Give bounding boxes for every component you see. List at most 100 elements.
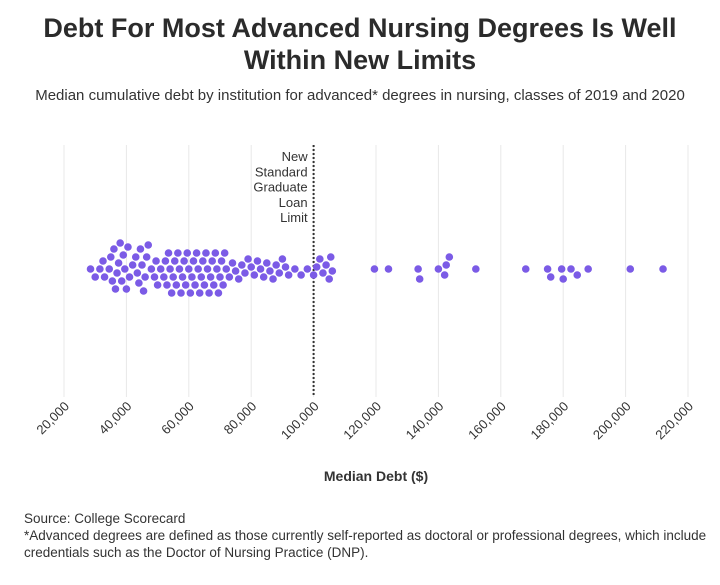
data-point — [161, 257, 170, 265]
reference-line-label: Loan — [279, 195, 308, 210]
data-point — [278, 255, 287, 263]
data-point — [559, 275, 567, 283]
data-point — [189, 257, 198, 265]
data-point — [105, 265, 114, 273]
data-point — [153, 281, 162, 289]
data-point — [269, 275, 277, 283]
footer: Source: College Scorecard *Advanced degr… — [24, 510, 714, 561]
data-point — [209, 281, 218, 289]
data-point — [172, 281, 181, 289]
data-point — [144, 241, 153, 249]
data-point — [213, 265, 221, 273]
data-point — [156, 265, 165, 273]
x-tick-label: 40,000 — [96, 399, 135, 438]
data-point — [111, 285, 120, 293]
data-point — [188, 273, 196, 281]
data-points — [86, 239, 667, 297]
data-point — [434, 265, 443, 273]
data-point — [244, 255, 252, 263]
x-tick-label: 200,000 — [590, 399, 634, 443]
data-point — [217, 257, 226, 265]
data-point — [284, 271, 293, 279]
data-point — [100, 273, 109, 281]
data-point — [121, 265, 129, 273]
x-tick-label: 180,000 — [527, 399, 571, 443]
data-point — [297, 271, 305, 279]
data-point — [328, 267, 337, 275]
data-point — [174, 249, 182, 257]
data-point — [113, 269, 121, 277]
data-point — [219, 281, 227, 289]
data-point — [281, 263, 290, 271]
data-point — [319, 269, 327, 277]
data-point — [659, 265, 667, 273]
data-point — [178, 273, 187, 281]
data-point — [197, 273, 206, 281]
data-point — [141, 273, 149, 281]
data-point — [128, 261, 137, 269]
footnote: *Advanced degrees are defined as those c… — [24, 528, 707, 560]
x-tick-label: 80,000 — [221, 399, 260, 438]
data-point — [110, 245, 118, 253]
data-point — [186, 289, 195, 297]
data-point — [107, 253, 115, 261]
data-point — [194, 265, 202, 273]
data-point — [521, 265, 530, 273]
data-point — [131, 253, 140, 261]
data-point — [626, 265, 635, 273]
data-point — [216, 273, 224, 281]
data-point — [202, 249, 210, 257]
data-point — [322, 261, 330, 269]
data-point — [169, 273, 177, 281]
data-point — [316, 255, 324, 263]
data-point — [203, 265, 212, 273]
data-point — [546, 273, 555, 281]
data-point — [442, 261, 451, 269]
data-point — [147, 265, 156, 273]
data-point — [122, 285, 131, 293]
x-tick-label: 100,000 — [278, 399, 322, 443]
data-point — [211, 249, 220, 257]
x-tick-label: 140,000 — [403, 399, 447, 443]
data-point — [138, 261, 146, 269]
data-point — [440, 271, 449, 279]
data-point — [108, 277, 117, 285]
data-point — [214, 289, 223, 297]
source-note: Source: College Scorecard — [24, 511, 186, 526]
data-point — [573, 271, 582, 279]
data-point — [199, 257, 207, 265]
data-point — [222, 265, 231, 273]
data-point — [136, 245, 145, 253]
data-point — [231, 267, 240, 275]
reference-line-label: Standard — [255, 164, 308, 179]
data-point — [195, 289, 204, 297]
data-point — [119, 251, 128, 259]
reference-line-label: New — [282, 149, 309, 164]
data-point — [250, 271, 259, 279]
data-point — [200, 281, 209, 289]
data-point — [312, 263, 321, 271]
x-tick-label: 220,000 — [652, 399, 696, 443]
data-point — [584, 265, 592, 273]
data-point — [135, 279, 143, 287]
data-point — [160, 273, 168, 281]
data-point — [303, 265, 312, 273]
x-tick-label: 120,000 — [340, 399, 384, 443]
data-point — [170, 257, 179, 265]
data-point — [472, 265, 480, 273]
data-point — [291, 265, 299, 273]
data-point — [125, 273, 134, 281]
data-point — [117, 277, 126, 285]
data-point — [133, 269, 142, 277]
data-point — [142, 253, 151, 261]
data-point — [86, 265, 95, 273]
data-point — [259, 273, 268, 281]
data-point — [309, 271, 318, 279]
data-point — [272, 261, 280, 269]
data-point — [247, 263, 255, 271]
data-point — [139, 287, 148, 295]
data-point — [326, 253, 335, 261]
data-point — [206, 273, 215, 281]
chart-title: Debt For Most Advanced Nursing Degrees I… — [43, 13, 677, 75]
data-point — [192, 249, 201, 257]
